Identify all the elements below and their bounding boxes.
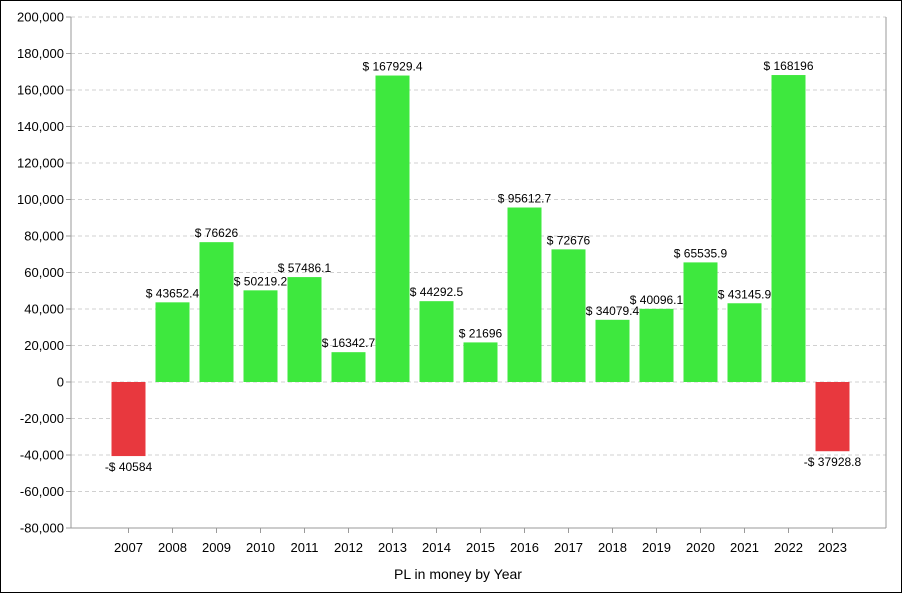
x-tick-labels: 2007 2008 2009 2010 2011 2012 2013 2014 2015 2016… [114,540,847,555]
bar-2011 [287,277,322,382]
data-label-2007: -$ 40584 [105,460,153,474]
data-label-2009: $ 76626 [195,226,239,240]
x-tick-label-2007: 2007 [114,540,143,555]
bar-2023 [815,382,850,452]
data-label-2018: $ 34079.4 [586,304,640,318]
bar-2016 [507,207,542,382]
bar-2019 [639,308,674,382]
data-labels: -$ 40584 $ 43652.4 $ 76626 $ 50219.2$ 57486… [105,59,862,474]
bar-2017 [551,249,586,382]
y-tick-label: 200,000 [17,10,64,25]
x-tick-label-2010: 2010 [246,540,275,555]
data-label-2020: $ 65535.9 [674,246,728,260]
x-tick-label-2018: 2018 [598,540,627,555]
x-tick-label-2013: 2013 [378,540,407,555]
data-label-2015: $ 21696 [459,326,503,340]
bar-2010 [243,290,278,382]
bar-2014 [419,301,454,382]
x-tick-label-2017: 2017 [554,540,583,555]
y-tick-label: 100,000 [17,192,64,207]
data-label-2013: $ 167929.4 [362,60,422,74]
y-tick-label: -80,000 [20,521,64,536]
bar-2022 [771,75,806,382]
y-tick-label: 140,000 [17,119,64,134]
x-tick-label-2019: 2019 [642,540,671,555]
y-tick-label: 180,000 [17,46,64,61]
y-tick-label: -40,000 [20,448,64,463]
y-tick-label: 0 [57,375,64,390]
y-tick-label: -20,000 [20,411,64,426]
data-label-2016: $ 95612.7 [498,192,552,206]
data-label-2012: $ 16342.7 [322,336,376,350]
y-tick-labels: -80,000 -60,000 -40,000 -20,000 0 20,000 40,00… [17,10,64,536]
grid-lines [71,16,886,492]
bar-2012 [331,352,366,382]
bar-2013 [375,75,410,383]
data-label-2023: -$ 37928.8 [804,455,862,469]
bar-2007 [111,382,146,457]
bar-2021 [727,303,762,382]
bar-2015 [463,342,498,382]
data-label-2022: $ 168196 [763,59,813,73]
x-axis-title: PL in money by Year [394,566,522,582]
y-tick-label: 80,000 [24,229,64,244]
x-tick-label-2012: 2012 [334,540,363,555]
bar-2009 [199,242,234,382]
axes [66,16,887,533]
bar-2008 [155,302,190,382]
x-tick-label-2022: 2022 [774,540,803,555]
y-tick-label: -60,000 [20,484,64,499]
x-tick-label-2015: 2015 [466,540,495,555]
bar-2020 [683,262,718,382]
data-label-2017: $ 72676 [547,233,591,247]
x-tick-label-2016: 2016 [510,540,539,555]
data-label-2011: $ 57486.1 [278,261,332,275]
y-tick-label: 40,000 [24,302,64,317]
bar-2018 [595,319,630,382]
data-label-2019: $ 40096.1 [630,293,684,307]
data-label-2008: $ 43652.4 [146,286,200,300]
x-tick-label-2023: 2023 [818,540,847,555]
data-label-2014: $ 44292.5 [410,285,464,299]
y-tick-label: 20,000 [24,338,64,353]
y-tick-label: 160,000 [17,83,64,98]
x-tick-label-2021: 2021 [730,540,759,555]
y-tick-label: 60,000 [24,265,64,280]
data-label-2010: $ 50219.2 [234,274,288,288]
x-tick-label-2014: 2014 [422,540,451,555]
x-tick-label-2011: 2011 [291,540,319,555]
bars [111,75,850,457]
data-label-2021: $ 43145.9 [718,287,772,301]
x-tick-label-2008: 2008 [158,540,187,555]
x-tick-label-2009: 2009 [202,540,231,555]
y-tick-label: 120,000 [17,156,64,171]
x-tick-label-2020: 2020 [686,540,715,555]
